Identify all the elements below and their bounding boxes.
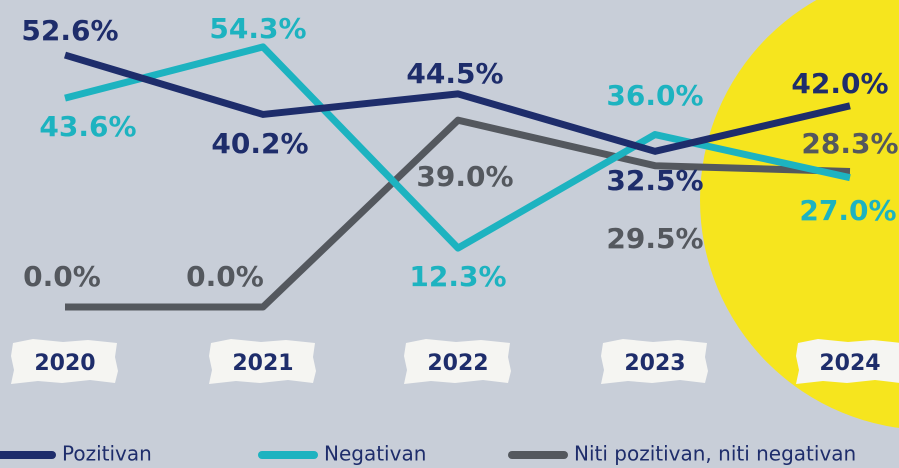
data-label: 44.5%	[406, 57, 503, 90]
data-label: 0.0%	[23, 260, 101, 293]
chart: 52.6% 40.2% 44.5% 32.5% 42.0% 43.6% 54.3% 12.3%…	[0, 0, 899, 468]
data-label: 36.0%	[606, 79, 703, 112]
data-label: 29.5%	[606, 222, 703, 255]
data-label: 42.0%	[791, 67, 888, 100]
x-tick-label: 2022	[427, 351, 488, 376]
legend-label: Niti pozitivan, niti negativan	[574, 442, 856, 466]
x-tick-label: 2021	[232, 351, 293, 376]
legend-label: Negativan	[324, 442, 426, 466]
x-tick-label: 2020	[34, 351, 95, 376]
x-tick-label: 2024	[819, 351, 880, 376]
data-label: 54.3%	[209, 12, 306, 45]
data-label: 27.0%	[799, 194, 896, 227]
data-label: 32.5%	[606, 164, 703, 197]
data-label: 39.0%	[416, 160, 513, 193]
legend-label: Pozitivan	[62, 442, 152, 466]
data-label: 12.3%	[409, 260, 506, 293]
data-label: 28.3%	[801, 127, 898, 160]
data-label: 40.2%	[211, 127, 308, 160]
data-label: 0.0%	[186, 260, 264, 293]
data-label: 43.6%	[39, 110, 136, 143]
data-label: 52.6%	[21, 14, 118, 47]
x-tick-label: 2023	[624, 351, 685, 376]
